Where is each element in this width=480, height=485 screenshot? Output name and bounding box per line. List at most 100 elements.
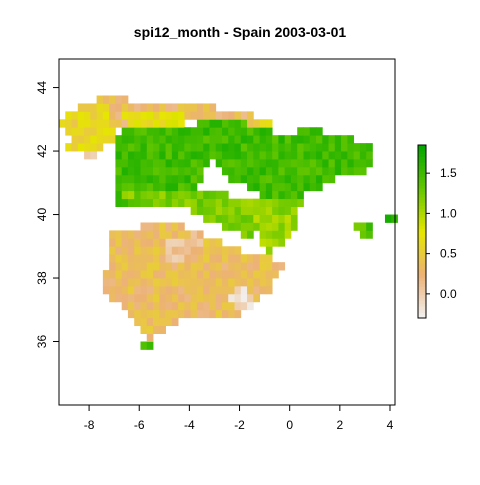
heatmap-cell [196,293,204,303]
heatmap-cell [171,119,179,128]
heatmap-cell [196,246,204,255]
heatmap-cell [203,127,210,136]
heatmap-cell [190,166,198,176]
colorbar-segment [418,309,426,313]
heatmap-cell [84,151,91,160]
heatmap-cell [265,270,273,279]
heatmap-cell [109,262,116,271]
heatmap-cell [278,135,286,144]
heatmap-cell [127,166,135,176]
heatmap-cell [140,262,148,271]
heatmap-cell [165,182,173,192]
heatmap-cell [178,262,185,271]
heatmap-cell [278,143,286,152]
heatmap-cell [140,230,148,239]
heatmap-cell [121,143,129,152]
heatmap-cell [159,270,166,279]
heatmap-cell [140,182,148,192]
heatmap-cell [171,278,179,287]
heatmap-cell [221,214,229,223]
heatmap-cell [359,143,367,152]
heatmap-cell [297,166,304,176]
heatmap-cell [77,103,85,112]
heatmap-cell [341,166,348,176]
heatmap-cell [159,190,166,200]
heatmap-cell [221,111,229,120]
heatmap-cell [153,158,160,168]
heatmap-cell [259,198,267,208]
heatmap-cell [215,111,223,120]
heatmap-cell [134,301,141,311]
heatmap-cell [153,190,160,200]
heatmap-cell [153,111,160,120]
heatmap-cell [153,182,160,192]
heatmap-cell [265,285,273,295]
heatmap-cell [178,103,185,112]
heatmap-cell [234,166,242,176]
heatmap-cell [196,309,204,319]
heatmap-cell [196,262,204,271]
heatmap-cell [196,143,204,152]
heatmap-cell [121,254,129,263]
heatmap-cell [140,158,148,168]
heatmap-cell [328,135,336,144]
heatmap-cell [297,158,304,168]
heatmap-cell [203,119,210,128]
heatmap-cell [171,285,179,295]
heatmap-cell [240,151,248,160]
heatmap-cell [115,111,123,120]
heatmap-cell [366,230,373,239]
heatmap-cell [102,135,110,144]
heatmap-cell [221,198,229,208]
heatmap-cell [140,325,148,334]
heatmap-cell [90,127,98,136]
heatmap-cell [115,95,123,104]
heatmap-cell [221,285,229,295]
heatmap-cell [184,301,192,311]
colorbar-legend: 0.0 0.5 1.0 1.5 [417,144,457,319]
heatmap-cell [178,119,185,128]
heatmap-cell [228,111,235,120]
heatmap-cell [272,262,279,271]
heatmap-cell [290,143,298,152]
heatmap-cell [209,135,217,144]
heatmap-cell [115,198,123,208]
heatmap-cell [215,151,223,160]
heatmap-cell [284,182,292,192]
colorbar-tick-label: 1.5 [440,166,457,180]
heatmap-cell [178,182,185,192]
heatmap-cell [215,214,223,223]
heatmap-cell [190,285,198,295]
heatmap-cell [153,254,160,263]
heatmap-cell [190,238,198,247]
heatmap-cell [96,103,104,112]
heatmap-cell [316,135,323,144]
colorbar-segment [418,251,426,256]
heatmap-cell [259,238,267,247]
heatmap-cell [171,143,179,152]
heatmap-cell [228,246,235,255]
heatmap-cell [265,135,273,144]
heatmap-cell [209,270,217,279]
heatmap-cell [265,230,273,239]
heatmap-cell [196,285,204,295]
heatmap-cell [265,222,273,231]
heatmap-cell [290,151,298,160]
heatmap-cell [190,143,198,152]
heatmap-cell [353,158,361,168]
heatmap-cell [134,278,141,287]
heatmap-cell [159,309,166,319]
heatmap-cell [328,174,336,184]
heatmap-cell [115,103,123,112]
heatmap-cell [178,151,185,160]
heatmap-cell [127,190,135,200]
heatmap-cell [134,135,141,144]
heatmap-cell [109,270,116,279]
colorbar-segment [418,156,426,160]
heatmap-cell [190,135,198,144]
heatmap-cell [215,254,223,263]
heatmap-cell [184,246,192,255]
colorbar-segment [418,168,426,172]
heatmap-cell [272,182,279,192]
heatmap-cell [247,301,254,311]
